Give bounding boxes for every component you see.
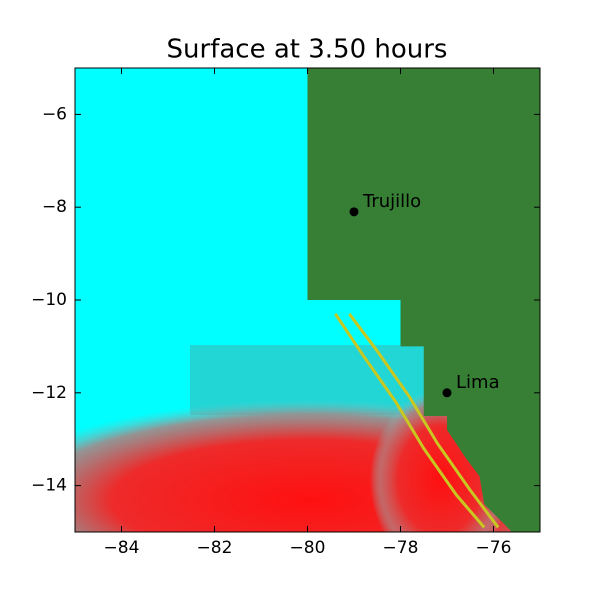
plot-area [75, 68, 540, 532]
city-marker [442, 388, 452, 398]
contour [348, 313, 500, 529]
land [307, 68, 540, 532]
y-tick-label: −10 [31, 290, 67, 310]
x-tick-label: −76 [476, 538, 512, 558]
city-marker [349, 207, 359, 217]
city-label: Lima [456, 372, 500, 393]
contour [334, 313, 486, 529]
chart-title: Surface at 3.50 hours [167, 35, 448, 65]
city-label: Trujillo [362, 191, 421, 212]
x-tick-label: −84 [104, 538, 140, 558]
x-tick-label: −78 [383, 538, 419, 558]
x-tick-label: −80 [290, 538, 326, 558]
y-tick-label: −6 [42, 104, 67, 124]
y-tick-label: −8 [42, 197, 67, 217]
y-tick-label: −12 [31, 383, 67, 403]
x-tick-label: −82 [197, 538, 233, 558]
y-tick-label: −14 [31, 476, 67, 496]
